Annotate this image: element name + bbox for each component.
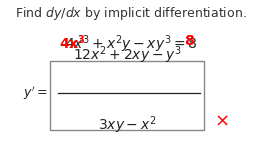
Text: $4x^3 + x^2y - xy^3 = 8$: $4x^3 + x^2y - xy^3 = 8$ (65, 34, 197, 55)
Text: $3xy - x^2$: $3xy - x^2$ (98, 114, 157, 136)
Text: $\mathbf{4x^3}$: $\mathbf{4x^3}$ (59, 34, 86, 52)
Text: $\mathbf{8}$: $\mathbf{8}$ (184, 34, 195, 48)
FancyBboxPatch shape (50, 61, 204, 130)
Text: $y' =$: $y' =$ (23, 85, 48, 102)
Text: $12x^2 + 2xy - y^3$: $12x^2 + 2xy - y^3$ (73, 44, 182, 66)
Text: $\times$: $\times$ (214, 112, 229, 130)
Text: Find $dy/dx$ by implicit differentiation.: Find $dy/dx$ by implicit differentiation… (15, 5, 247, 22)
